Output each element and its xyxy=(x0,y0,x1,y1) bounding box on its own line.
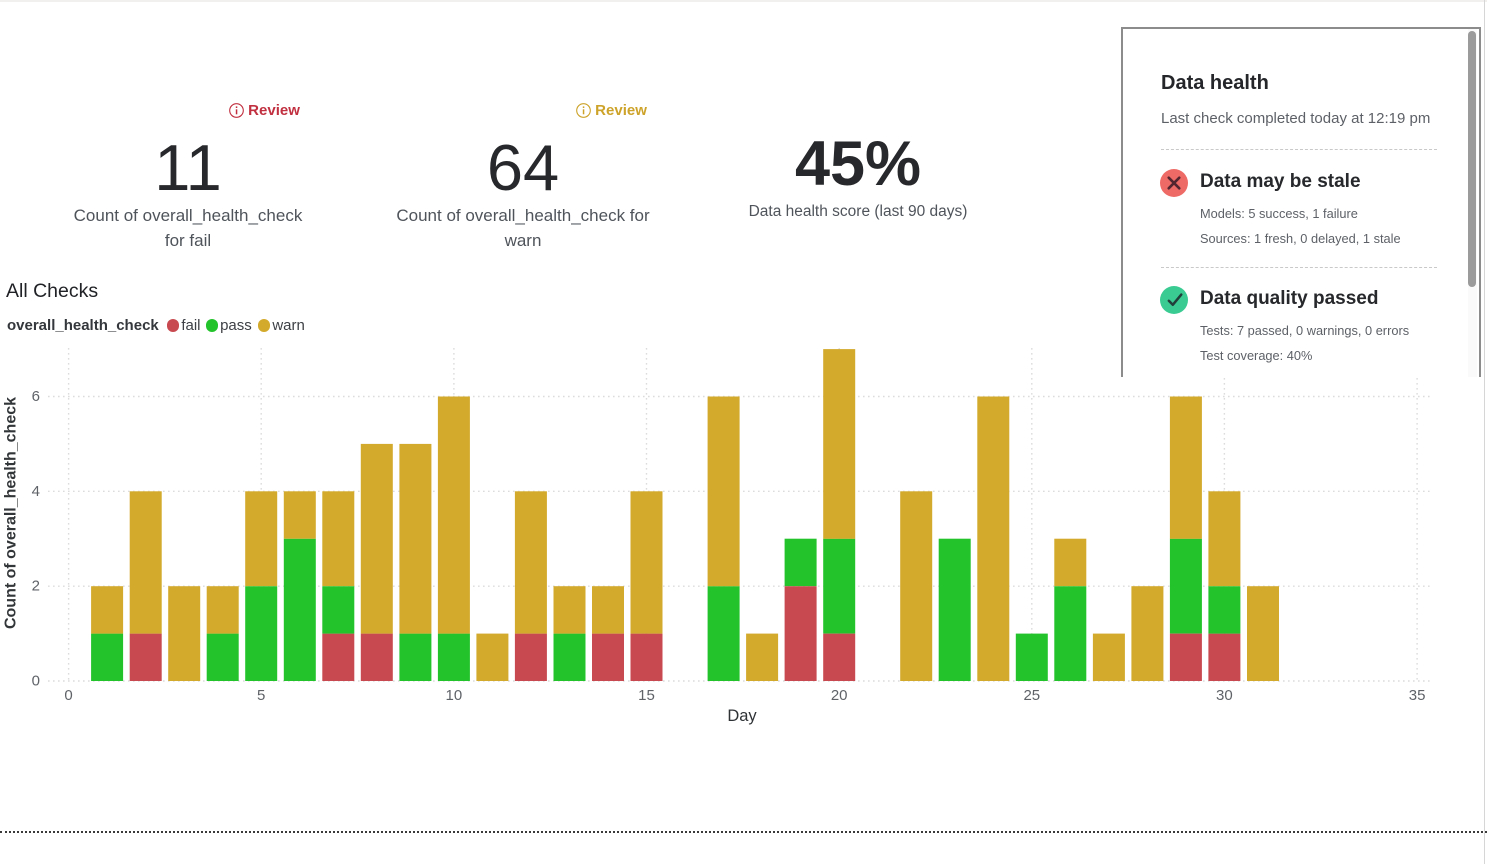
svg-text:35: 35 xyxy=(1409,687,1426,704)
svg-text:25: 25 xyxy=(1023,687,1040,704)
svg-text:Day: Day xyxy=(727,707,757,725)
svg-text:0: 0 xyxy=(64,687,72,704)
svg-text:15: 15 xyxy=(638,687,655,704)
svg-text:20: 20 xyxy=(831,687,848,704)
svg-text:30: 30 xyxy=(1216,687,1233,704)
svg-text:5: 5 xyxy=(257,687,265,704)
svg-text:10: 10 xyxy=(446,687,463,704)
svg-text:2: 2 xyxy=(32,578,40,595)
svg-text:4: 4 xyxy=(32,483,40,500)
svg-text:6: 6 xyxy=(32,388,40,405)
svg-text:0: 0 xyxy=(32,673,40,690)
svg-text:Count of overall_health_check: Count of overall_health_check xyxy=(3,397,20,629)
